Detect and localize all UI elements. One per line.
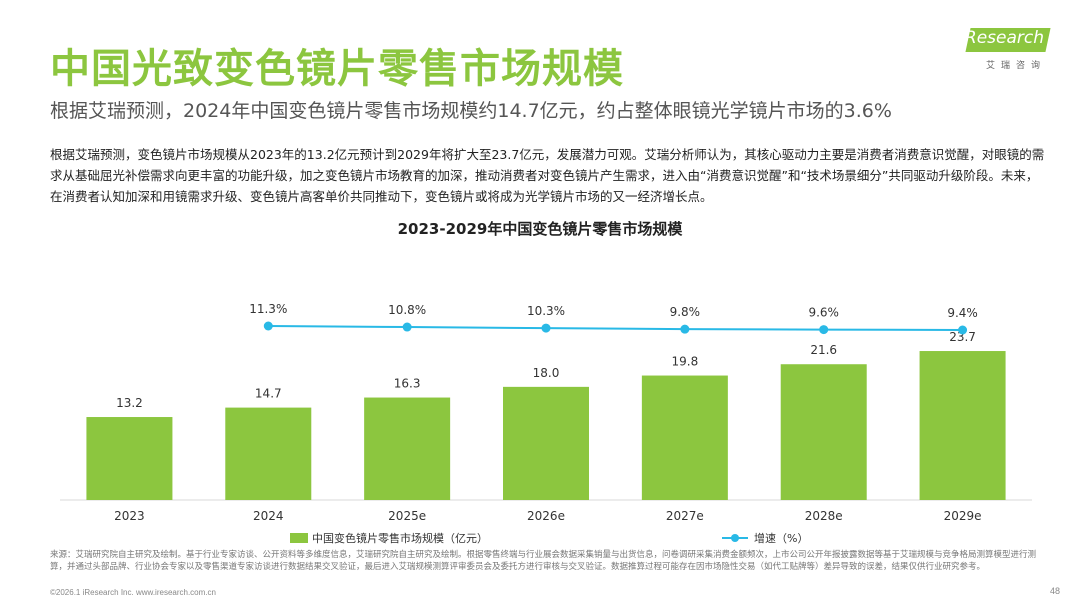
growth-point-2027e [680,324,690,334]
bar-label-2025e: 16.3 [394,377,421,391]
bar-2023 [86,417,173,500]
bar-label-2029e: 23.7 [949,330,976,344]
copyright: ©2026.1 iResearch Inc. www.iresearch.com… [50,588,216,597]
growth-point-2028e [819,325,829,335]
source-note: 来源：艾瑞研究院自主研究及绘制。基于行业专家访谈、公开资料等多维度信息，艾瑞研究… [50,550,1037,572]
bar-2029e [919,351,1006,500]
x-tick-label-2026e: 2026e [527,509,565,523]
bar-label-2024: 14.7 [255,387,282,401]
x-tick-label-2027e: 2027e [666,509,704,523]
bar-label-2027e: 19.8 [671,355,698,369]
x-tick-label-2024: 2024 [253,509,284,523]
logo-subtext: 艾瑞咨询 [985,61,1046,71]
growth-point-2026e [541,323,551,333]
bar-label-2023: 13.2 [116,396,143,410]
legend-bar-label: 中国变色镜片零售市场规模（亿元） [312,532,488,545]
page-number: 48 [1049,586,1060,596]
chart-legend: 中国变色镜片零售市场规模（亿元） 增速（%） [0,530,1080,550]
legend-line-swatch [722,534,748,542]
growth-label-2024: 11.3% [249,302,287,316]
page-subtitle: 根据艾瑞预测，2024年中国变色镜片零售市场规模约14.7亿元，约占整体眼镜光学… [50,100,892,122]
bar-label-2028e: 21.6 [810,343,837,357]
page-title: 中国光致变色镜片零售市场规模 [50,46,624,92]
growth-label-2027e: 9.8% [670,305,701,319]
growth-point-2024 [263,321,273,331]
bar-label-2026e: 18.0 [533,366,560,380]
brand-logo: iResearch 艾瑞咨询 [960,26,1052,74]
legend-line-label: 增速（%） [754,532,809,545]
body-paragraph: 根据艾瑞预测，变色镜片市场规模从2023年的13.2亿元预计到2029年将扩大至… [50,147,1045,204]
x-tick-label-2023: 2023 [114,509,145,523]
bar-2025e [364,397,451,500]
x-tick-label-2028e: 2028e [805,509,843,523]
growth-label-2026e: 10.3% [527,304,565,318]
growth-label-2025e: 10.8% [388,303,426,317]
bar-2027e [641,375,728,500]
bar-2024 [225,407,312,500]
x-tick-label-2025e: 2025e [388,509,426,523]
growth-point-2029e [958,325,968,335]
bar-2028e [780,364,867,500]
x-tick-label-2029e: 2029e [944,509,982,523]
legend-bar-swatch [290,533,308,543]
growth-point-2025e [402,322,412,332]
bar-2026e [503,386,589,500]
chart-title: 2023-2029年中国变色镜片零售市场规模 [397,220,683,238]
growth-label-2028e: 9.6% [808,306,839,320]
growth-label-2029e: 9.4% [947,306,978,320]
logo-text: iResearch [960,28,1044,48]
legend-item-line: 增速（%） [722,530,808,546]
growth-rate-line [268,325,963,331]
legend-item-bar: 中国变色镜片零售市场规模（亿元） [290,530,488,546]
